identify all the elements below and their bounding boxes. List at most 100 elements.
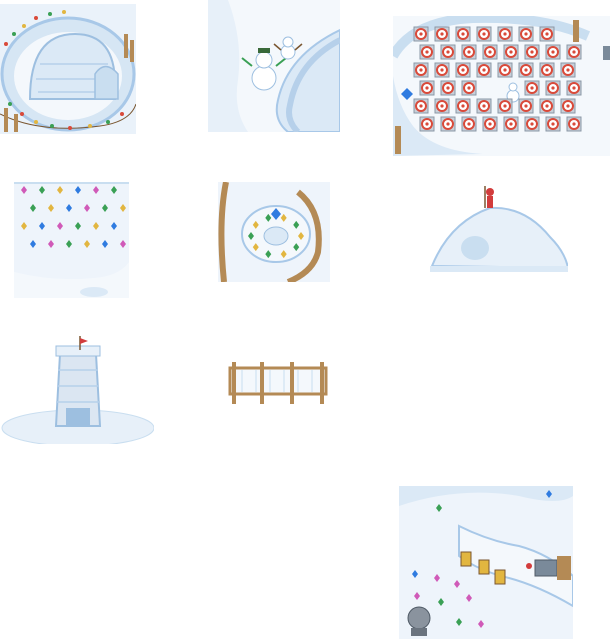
snowman-icon <box>208 0 340 132</box>
gem-icon <box>75 222 81 230</box>
target-box <box>560 62 576 78</box>
snowman-large <box>241 48 287 91</box>
target-box <box>524 116 540 132</box>
gem-icon <box>120 204 126 212</box>
target-box <box>476 26 492 42</box>
gem-icon <box>84 240 90 248</box>
target-box <box>413 26 429 42</box>
target-box <box>461 80 477 96</box>
tile-gem-field <box>14 182 129 298</box>
target-box <box>545 80 561 96</box>
gem-icon <box>48 204 54 212</box>
tile-snowmen-on-slope <box>208 0 340 132</box>
tile-gem-ring-fort <box>218 182 330 282</box>
target-box <box>503 116 519 132</box>
target-box <box>434 26 450 42</box>
gem-icon <box>265 250 272 259</box>
tile-snow-tower <box>0 336 154 444</box>
gem-icon <box>456 618 462 626</box>
target-box <box>434 62 450 78</box>
gem-icon <box>30 204 36 212</box>
target-box <box>455 26 471 42</box>
target-box <box>461 44 477 60</box>
snowman-small <box>273 36 303 60</box>
gem-icon <box>218 182 330 282</box>
target-box <box>566 116 582 132</box>
target-box <box>476 98 492 114</box>
gem-icon <box>93 186 99 194</box>
target-box <box>482 44 498 60</box>
target-icon <box>393 16 610 156</box>
flag-icon <box>430 182 568 272</box>
gem-icon <box>414 592 420 600</box>
globe-statue <box>407 606 431 636</box>
gem-icon <box>21 186 27 194</box>
gem-icon <box>102 204 108 212</box>
gem-icon <box>265 213 272 222</box>
gem-icon <box>111 222 117 230</box>
target-box <box>503 44 519 60</box>
tile-wooden-sign-board <box>226 360 330 406</box>
target-box <box>455 98 471 114</box>
gem-icon <box>57 222 63 230</box>
gem-icon <box>434 574 440 582</box>
target-box <box>518 98 534 114</box>
igloo-icon <box>0 4 136 134</box>
tile-snow-hill-with-flag <box>430 182 568 272</box>
target-box <box>566 44 582 60</box>
target-box <box>539 62 555 78</box>
gem-icon <box>120 240 126 248</box>
gem-icon <box>57 186 63 194</box>
gem-icon <box>14 182 129 298</box>
target-box <box>440 116 456 132</box>
gem-icon <box>66 204 72 212</box>
target-box <box>440 80 456 96</box>
gem-icon <box>298 232 304 240</box>
target-box <box>524 80 540 96</box>
target-box <box>419 44 435 60</box>
sign-icon <box>226 360 330 406</box>
target-box <box>434 98 450 114</box>
target-box <box>461 116 477 132</box>
gem-icon <box>436 504 442 512</box>
target-box <box>539 26 555 42</box>
target-box <box>560 98 576 114</box>
gem-icon <box>293 220 300 229</box>
banner-boards <box>460 551 506 585</box>
gem-icon <box>66 240 72 248</box>
target-box <box>497 26 513 42</box>
target-box <box>419 80 435 96</box>
gem-icon <box>48 240 54 248</box>
gem-icon <box>252 220 259 229</box>
gem-icon <box>478 620 484 628</box>
gem-icon <box>546 490 552 498</box>
tile-slope-with-gate <box>399 486 573 639</box>
tower-icon <box>0 336 154 444</box>
gem-icon <box>84 204 90 212</box>
target-box <box>545 116 561 132</box>
gem-icon <box>21 222 27 230</box>
target-box <box>419 116 435 132</box>
gate-icon <box>399 486 573 639</box>
target-box <box>476 62 492 78</box>
target-box <box>539 98 555 114</box>
tile-target-field <box>393 16 610 156</box>
target-box <box>440 44 456 60</box>
gem-icon <box>111 186 117 194</box>
gem-icon <box>466 594 472 602</box>
gem-icon <box>280 250 287 259</box>
lights-string <box>4 10 124 130</box>
target-box <box>518 62 534 78</box>
gem-icon <box>39 222 45 230</box>
gem-icon <box>30 240 36 248</box>
target-box <box>524 44 540 60</box>
target-box <box>497 98 513 114</box>
gem-icon <box>412 570 418 578</box>
target-box <box>455 62 471 78</box>
gem-icon <box>252 243 259 252</box>
target-box <box>482 116 498 132</box>
gem-icon <box>248 232 254 240</box>
gem-icon <box>39 186 45 194</box>
flag-holder <box>484 186 494 208</box>
gem-icon <box>293 243 300 252</box>
